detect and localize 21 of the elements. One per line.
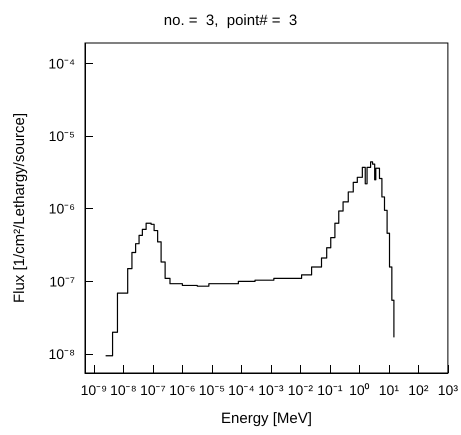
x-tick-label: 10⁻⁸ <box>110 382 137 398</box>
x-tick-label: 10³ <box>438 382 458 398</box>
x-tick-label: 10⁰ <box>349 382 370 398</box>
x-tick-label: 10⁻⁹ <box>80 382 108 398</box>
chart-title: no. = 3, point# = 3 <box>164 12 298 29</box>
y-tick-label: 10⁻⁶ <box>48 200 75 217</box>
x-tick-label: 10⁻⁶ <box>169 382 196 398</box>
x-tick-label: 10⁻¹ <box>317 382 343 398</box>
x-axis-title: Energy [MeV] <box>221 410 312 427</box>
y-tick-label: 10⁻⁸ <box>48 346 76 362</box>
y-tick-label: 10⁻⁷ <box>49 273 75 290</box>
x-tick-label: 10² <box>408 382 429 398</box>
x-tick-label: 10⁻⁵ <box>198 382 226 398</box>
y-axis-title: Flux [1/cm²/Lethargy/source] <box>11 112 28 304</box>
y-tick-label: 10⁻⁴ <box>48 55 75 72</box>
y-tick-label: 10⁻⁵ <box>48 128 75 144</box>
x-tick-label: 10⁻⁴ <box>228 382 255 398</box>
x-tick-label: 10⁻² <box>288 382 314 398</box>
x-tick-label: 10⁻³ <box>258 382 284 398</box>
x-tick-label: 10⁻⁷ <box>140 382 166 398</box>
x-tick-label: 10¹ <box>378 382 400 398</box>
